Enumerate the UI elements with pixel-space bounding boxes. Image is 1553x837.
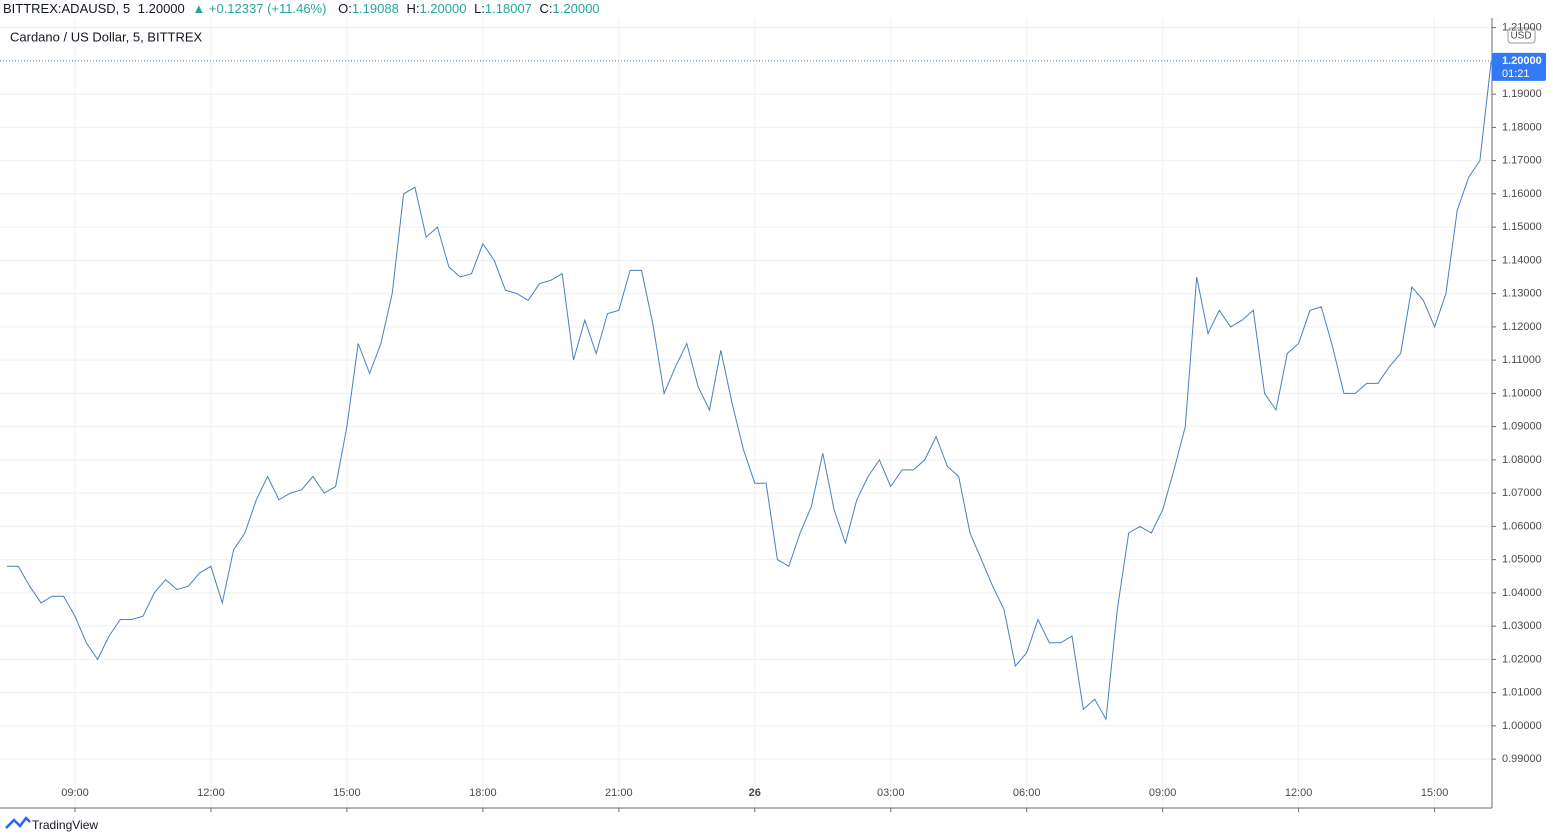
- y-tick-label: 0.99000: [1502, 753, 1542, 765]
- c-value: 1.20000: [552, 1, 600, 16]
- y-tick-label: 1.17000: [1502, 155, 1542, 167]
- y-tick-label: 1.00000: [1502, 720, 1542, 732]
- o-value: 1.19088: [351, 1, 399, 16]
- y-tick-label: 1.18000: [1502, 121, 1542, 133]
- c-label: C:: [539, 1, 553, 16]
- h-value: 1.20000: [419, 1, 467, 16]
- x-tick-label: 21:00: [605, 787, 633, 799]
- y-tick-label: 1.05000: [1502, 554, 1542, 566]
- x-tick-label: 03:00: [877, 787, 905, 799]
- last-price-label: 1.20000: [1502, 55, 1542, 67]
- x-tick-label: 09:00: [61, 787, 89, 799]
- x-tick-label: 12:00: [1285, 787, 1313, 799]
- x-tick-label: 15:00: [1421, 787, 1449, 799]
- y-tick-label: 1.13000: [1502, 288, 1542, 300]
- h-label: H:: [406, 1, 420, 16]
- change: ▲ +0.12337 (+11.46%): [192, 1, 327, 16]
- l-value: 1.18007: [484, 1, 532, 16]
- x-tick-label: 06:00: [1013, 787, 1041, 799]
- countdown: 01:21: [1502, 68, 1530, 80]
- symbol-header: BITTREX:ADAUSD, 5 1.20000 ▲ +0.12337 (+1…: [3, 1, 604, 16]
- last-price-tag: [1492, 52, 1546, 81]
- y-tick-label: 1.01000: [1502, 687, 1542, 699]
- y-tick-label: 1.09000: [1502, 421, 1542, 433]
- x-tick-label: 18:00: [469, 787, 497, 799]
- x-tick-label: 12:00: [197, 787, 225, 799]
- change-value: +0.12337 (+11.46%): [208, 1, 327, 16]
- y-tick-label: 1.07000: [1502, 487, 1542, 499]
- currency: USD: [1510, 31, 1531, 42]
- y-tick-label: 1.12000: [1502, 321, 1542, 333]
- l-label: L:: [474, 1, 485, 16]
- y-tick-label: 1.11000: [1502, 354, 1541, 366]
- y-tick-label: 1.21000: [1502, 22, 1542, 34]
- chart-title: Cardano / US Dollar, 5, BITTREX: [10, 29, 203, 44]
- y-tick-label: 1.15000: [1502, 221, 1542, 233]
- y-tick-label: 1.10000: [1502, 387, 1542, 399]
- x-tick-label: 26: [749, 787, 761, 799]
- grid: [0, 18, 1492, 808]
- y-tick-label: 1.03000: [1502, 620, 1542, 632]
- price-line: [7, 60, 1492, 721]
- currency-box: [1507, 27, 1536, 44]
- brand: TradingView: [32, 818, 98, 832]
- y-tick-label: 1.14000: [1502, 254, 1542, 266]
- y-tick-label: 1.08000: [1502, 454, 1542, 466]
- logo: TradingView: [5, 816, 98, 832]
- y-tick-label: 1.16000: [1502, 188, 1542, 200]
- y-tick-label: 1.02000: [1502, 653, 1542, 665]
- x-tick-label: 15:00: [333, 787, 361, 799]
- o-label: O:: [338, 1, 352, 16]
- y-tick-label: 1.19000: [1502, 88, 1542, 100]
- price: 1.20000: [137, 1, 185, 16]
- y-tick-label: 1.06000: [1502, 520, 1542, 532]
- x-tick-label: 09:00: [1149, 787, 1177, 799]
- y-tick-label: 1.04000: [1502, 587, 1542, 599]
- symbol: BITTREX:ADAUSD, 5: [3, 1, 131, 16]
